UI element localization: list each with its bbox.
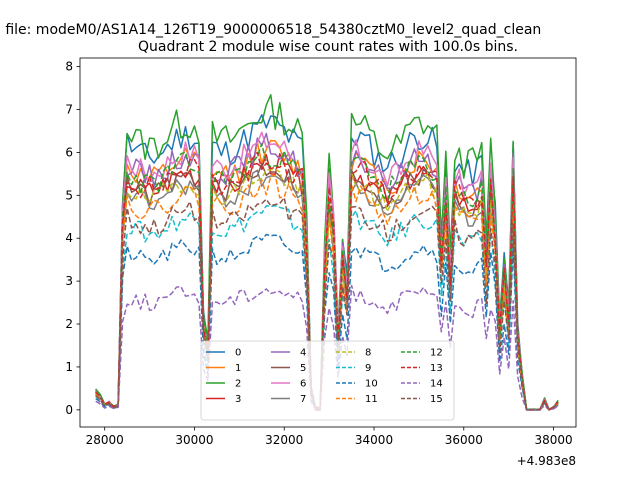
x-tick-label: 32000 (265, 433, 303, 447)
y-tick-label: 6 (65, 145, 73, 159)
series-line-13 (95, 151, 559, 411)
y-tick-label: 4 (65, 231, 73, 245)
y-tick-label: 0 (65, 403, 73, 417)
y-tick-label: 8 (65, 60, 73, 74)
figure-suptitle: n file: modeM0/AS1A14_126T19_9000006518_… (0, 22, 541, 38)
x-tick-label: 28000 (86, 433, 124, 447)
legend-label-2: 2 (235, 379, 241, 390)
y-tick-label: 1 (65, 360, 73, 374)
legend-label-7: 7 (300, 394, 306, 405)
series-line-2 (95, 93, 559, 411)
legend-box (200, 340, 455, 421)
x-tick-label: 36000 (445, 433, 483, 447)
x-tick-label: 38000 (534, 433, 572, 447)
series-line-14 (95, 284, 559, 411)
legend-label-5: 5 (300, 363, 306, 374)
legend-label-3: 3 (235, 394, 241, 405)
x-tick-label: 34000 (355, 433, 393, 447)
legend-label-9: 9 (365, 363, 371, 374)
legend-label-0: 0 (235, 348, 241, 359)
x-tick-label: 30000 (175, 433, 213, 447)
legend-label-6: 6 (300, 379, 306, 390)
y-tick-label: 5 (65, 188, 73, 202)
series-line-10 (95, 233, 559, 411)
series-layer (95, 93, 559, 411)
legend-label-10: 10 (365, 379, 378, 390)
legend-label-12: 12 (430, 348, 443, 359)
legend-label-4: 4 (300, 348, 306, 359)
x-offset-label: +4.983e8 (517, 454, 576, 468)
legend-label-1: 1 (235, 363, 241, 374)
legend-label-13: 13 (430, 363, 443, 374)
legend-label-11: 11 (365, 394, 378, 405)
plot-frame (79, 57, 577, 428)
legend-label-14: 14 (430, 379, 443, 390)
series-line-11 (95, 174, 559, 411)
y-tick-label: 3 (65, 274, 73, 288)
series-line-15 (95, 196, 559, 411)
y-tick-label: 7 (65, 102, 73, 116)
y-tick-label: 2 (65, 317, 73, 331)
legend-label-15: 15 (430, 394, 443, 405)
chart-title: Quadrant 2 module wise count rates with … (138, 39, 518, 55)
legend-label-8: 8 (365, 348, 371, 359)
